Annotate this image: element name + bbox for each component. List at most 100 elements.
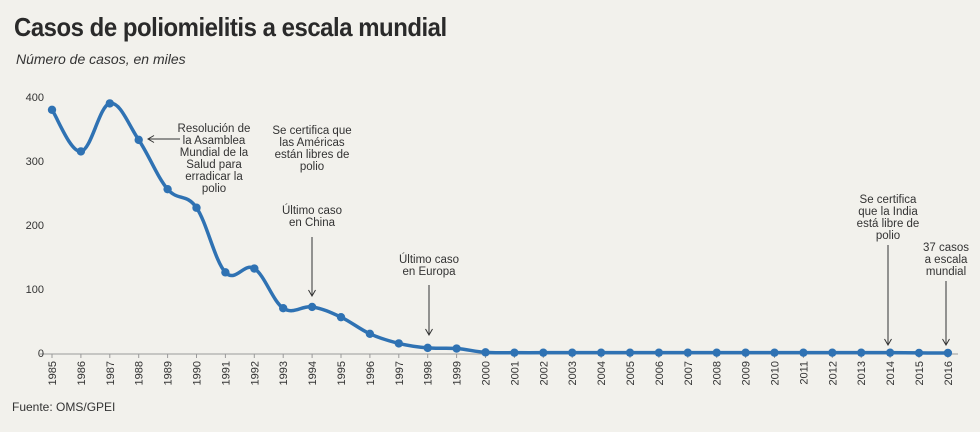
- data-point: [857, 348, 866, 357]
- data-point: [712, 348, 721, 357]
- x-tick-label: 1987: [105, 361, 117, 385]
- y-tick-label: 100: [26, 284, 44, 296]
- annotation-text: Último caso en China: [282, 204, 342, 229]
- x-tick-label: 2013: [856, 361, 868, 385]
- x-tick-label: 2016: [943, 361, 955, 385]
- x-tick-label: 1988: [134, 361, 146, 385]
- x-tick-label: 2007: [683, 361, 695, 385]
- annotation-text: Se certifica que la India está libre de pol…: [857, 194, 920, 242]
- x-tick-label: 1992: [249, 361, 261, 385]
- annotation-line: a escala: [925, 254, 968, 266]
- y-tick-label: 400: [26, 92, 44, 104]
- data-point: [336, 312, 346, 322]
- annotation-line: Se certifica que: [272, 125, 351, 137]
- x-tick-label: 2010: [770, 361, 782, 385]
- annotation-line: Salud para: [186, 159, 242, 171]
- x-tick-label: 2006: [654, 361, 666, 385]
- data-point: [47, 105, 57, 115]
- annotation-line: que la India: [858, 206, 918, 218]
- x-tick-label: 1989: [163, 361, 175, 385]
- annotation-line: en Europa: [402, 266, 456, 278]
- x-tick-label: 1998: [423, 361, 435, 385]
- data-point: [279, 304, 288, 313]
- data-point: [481, 348, 490, 357]
- annotation-line: están libres de: [275, 149, 350, 161]
- annotation-line: erradicar la: [185, 171, 243, 183]
- data-point: [307, 302, 317, 312]
- data-point: [423, 343, 432, 353]
- data-point: [914, 348, 924, 358]
- x-tick-label: 2015: [914, 361, 926, 385]
- x-tick-label: 1993: [278, 361, 290, 385]
- y-tick-label: 0: [38, 348, 44, 360]
- data-point: [365, 329, 375, 338]
- y-tick-label: 300: [26, 156, 44, 168]
- x-tick-label: 2005: [625, 361, 637, 385]
- data-point: [683, 348, 692, 357]
- annotation-line: Último caso: [282, 204, 342, 217]
- data-point: [192, 203, 201, 212]
- data-point: [943, 348, 953, 358]
- annotation-line: polio: [202, 183, 226, 195]
- annotation-line: mundial: [926, 266, 966, 278]
- x-tick-label: 1994: [307, 361, 319, 385]
- chart-subtitle: Número de casos, en miles: [16, 51, 186, 67]
- x-tick-label: 2012: [827, 361, 839, 385]
- data-point: [452, 344, 461, 353]
- annotation-arrowhead: [942, 338, 950, 346]
- data-point: [741, 348, 750, 357]
- annotation-line: Resolución de: [178, 123, 251, 135]
- x-tick-label: 1985: [47, 361, 59, 385]
- annotation-line: polio: [876, 230, 900, 242]
- annotation-text: Se certifica que las Américas están libres…: [272, 125, 351, 173]
- x-tick-label: 1999: [452, 361, 464, 385]
- data-point: [221, 268, 230, 277]
- annotation-line: las Américas: [279, 137, 344, 149]
- x-tick-label: 1986: [76, 361, 88, 385]
- data-point: [250, 264, 259, 273]
- data-point: [539, 348, 548, 357]
- data-point: [394, 339, 403, 348]
- chart-title: Casos de poliomielitis a escala mundial: [14, 12, 447, 42]
- annotation-line: la Asamblea: [183, 135, 246, 147]
- annotation-arrowhead: [147, 135, 155, 143]
- x-tick-label: 2003: [567, 361, 579, 385]
- annotation-line: polio: [300, 161, 324, 173]
- annotation-text: 37 casos a escala mundial: [923, 242, 969, 278]
- source-note: Fuente: OMS/GPEI: [12, 400, 116, 414]
- annotation-line: en China: [289, 217, 336, 229]
- x-tick-label: 2014: [885, 361, 897, 385]
- data-point: [163, 184, 172, 194]
- x-tick-label: 2004: [596, 361, 608, 385]
- annotation-line: 37 casos: [923, 242, 969, 254]
- x-tick-label: 1997: [394, 361, 406, 385]
- data-point: [770, 348, 779, 357]
- y-tick-label: 200: [26, 220, 44, 232]
- annotation-line: Mundial de la: [180, 147, 249, 159]
- x-tick-label: 2001: [509, 361, 521, 385]
- data-point: [828, 348, 837, 357]
- data-point: [510, 348, 519, 357]
- x-tick-label: 2002: [538, 361, 550, 385]
- data-point: [134, 135, 143, 145]
- annotation-arrowhead: [884, 338, 892, 346]
- x-tick-label: 1995: [336, 361, 348, 385]
- annotation-arrowhead: [425, 328, 433, 336]
- x-tick-label: 1996: [365, 361, 377, 385]
- data-point: [105, 99, 115, 108]
- data-point: [568, 348, 577, 357]
- x-tick-label: 2008: [712, 361, 724, 385]
- x-tick-label: 2000: [481, 361, 493, 385]
- data-point: [799, 348, 808, 357]
- data-point: [654, 348, 664, 357]
- annotation-text: Último caso en Europa: [399, 253, 459, 278]
- annotation-line: Último caso: [399, 253, 459, 266]
- data-point: [885, 348, 895, 357]
- data-point: [625, 348, 635, 357]
- x-tick-label: 2009: [741, 361, 753, 385]
- annotation-line: Se certifica: [860, 194, 917, 206]
- x-tick-label: 1991: [220, 361, 232, 385]
- data-point: [596, 348, 606, 357]
